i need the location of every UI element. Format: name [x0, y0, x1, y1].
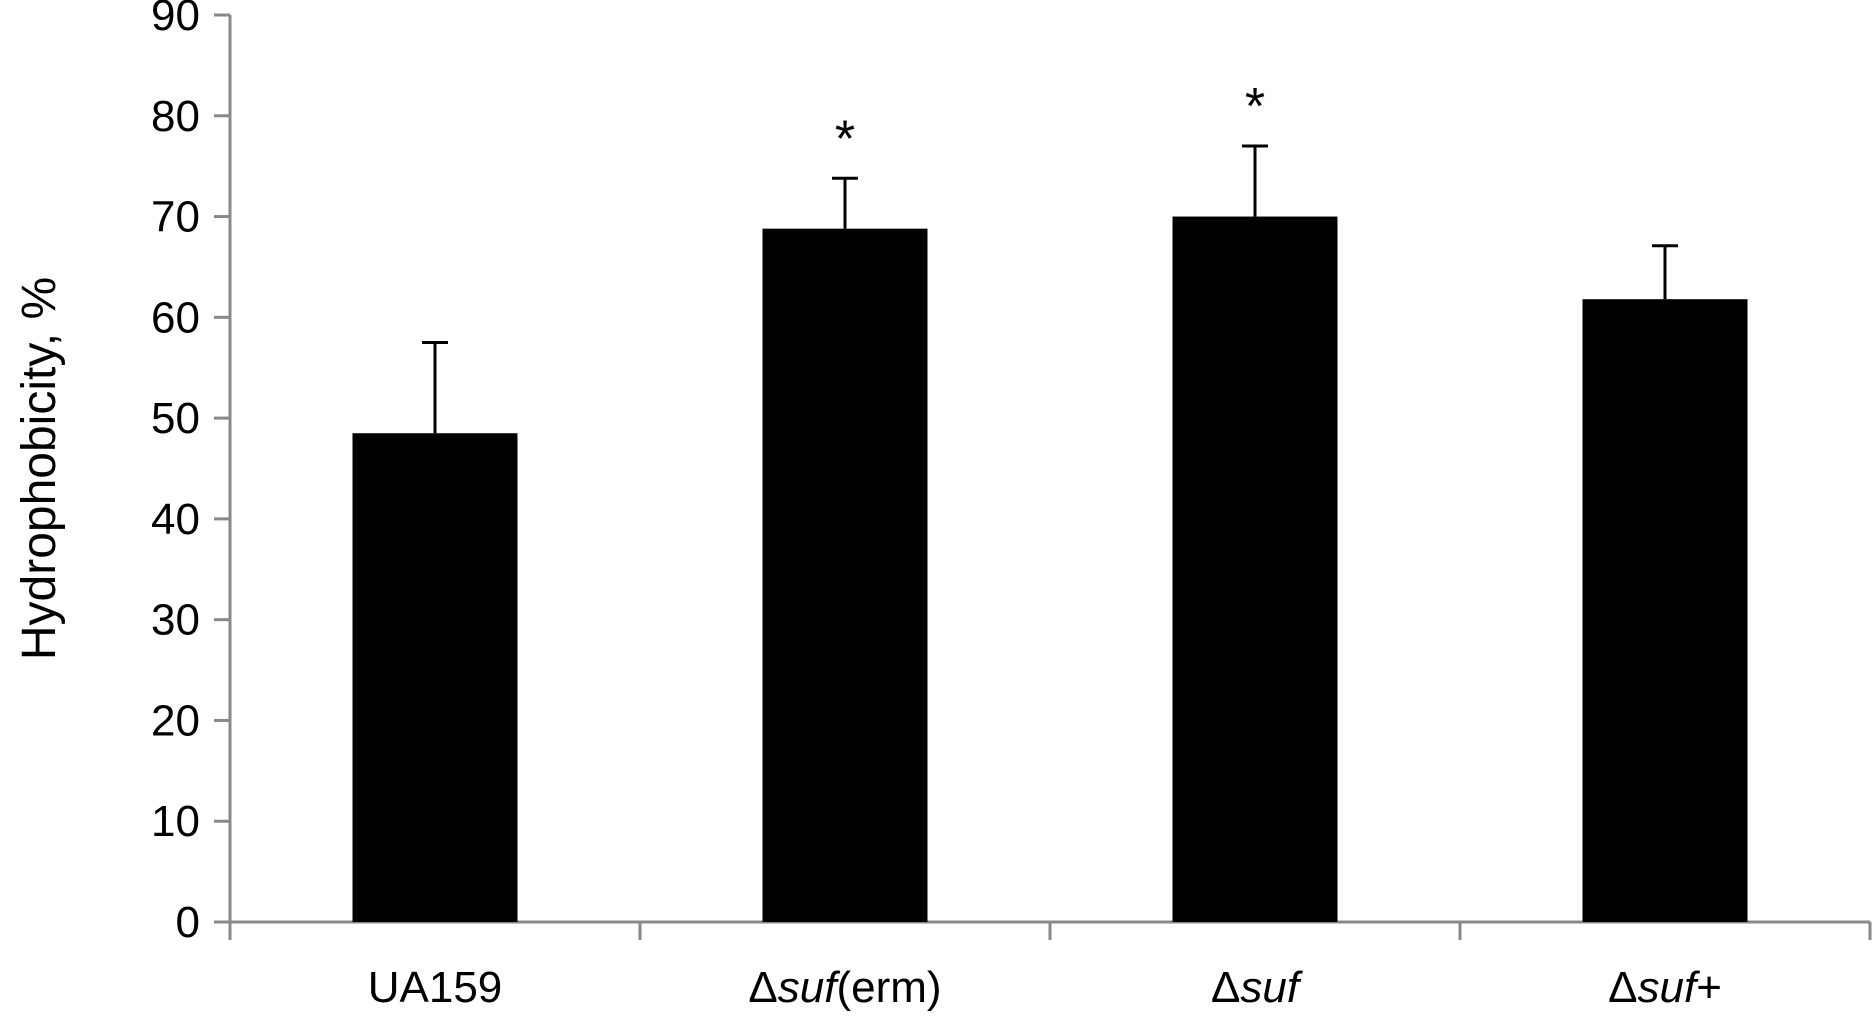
significance-marker: * — [835, 110, 855, 168]
y-tick-label: 30 — [151, 596, 200, 645]
y-tick-label: 10 — [151, 797, 200, 846]
significance-marker: * — [1245, 78, 1265, 136]
bar — [762, 228, 928, 922]
y-tick-label: 0 — [176, 898, 200, 947]
labels: 0 10 20 30 40 50 60 70 80 90 UA159 Δsuf(erm) * Δsuf * Δ… — [151, 0, 1722, 1012]
y-tick-label: 50 — [151, 394, 200, 443]
x-category-label: Δsuf+ — [1608, 963, 1722, 1012]
y-tick-label: 60 — [151, 293, 200, 342]
x-category-label: Δsuf — [1211, 963, 1304, 1012]
y-tick-label: 90 — [151, 0, 200, 40]
y-tick-label: 70 — [151, 193, 200, 242]
x-category-label: UA159 — [368, 963, 503, 1012]
bar — [352, 433, 518, 922]
y-tick-label: 20 — [151, 696, 200, 745]
y-axis-label: Hydrophobicity, % — [13, 277, 66, 660]
x-category-label: Δsuf(erm) — [748, 963, 941, 1012]
bar — [1582, 299, 1748, 922]
y-tick-label: 80 — [151, 92, 200, 141]
error-bars — [422, 144, 1678, 434]
bars — [352, 216, 1748, 923]
bar — [1172, 216, 1338, 923]
y-tick-label: 40 — [151, 495, 200, 544]
